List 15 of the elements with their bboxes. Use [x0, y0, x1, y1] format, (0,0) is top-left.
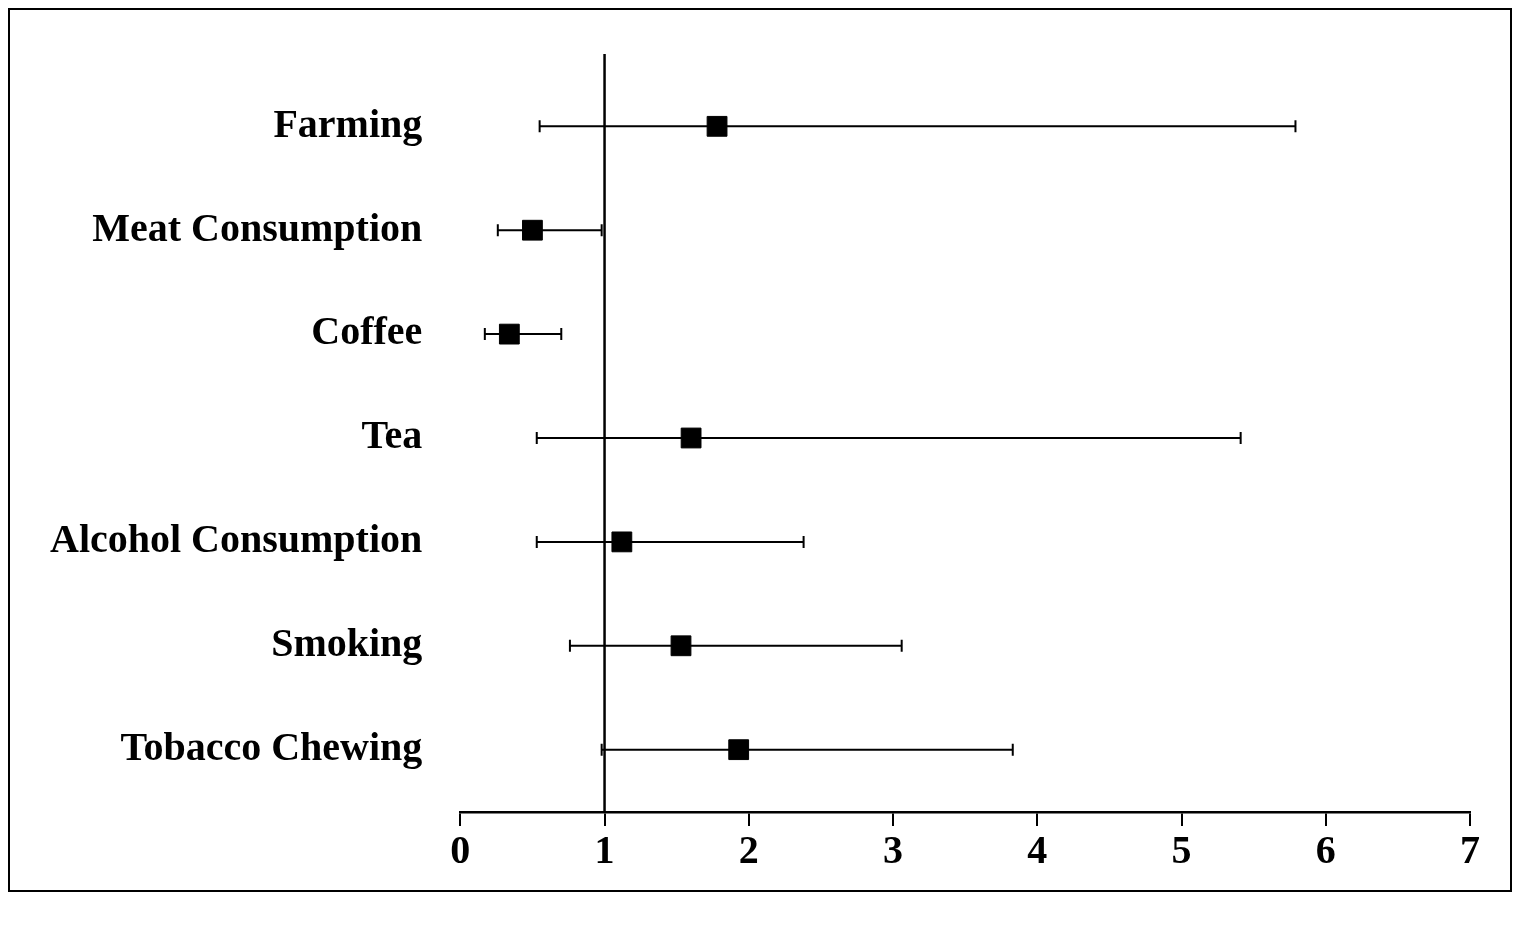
- y-tick-label: Farming: [273, 100, 423, 146]
- y-tick-label: Smoking: [271, 620, 423, 666]
- y-tick-label: Tobacco Chewing: [120, 723, 423, 769]
- x-tick-label: 5: [1171, 827, 1192, 873]
- y-tick-label: Tea: [361, 412, 423, 458]
- y-tick-label: Coffee: [311, 308, 423, 354]
- x-tick-label: 0: [450, 827, 471, 873]
- x-tick-label: 7: [1460, 827, 1480, 873]
- y-tick-label: Meat Consumption: [92, 204, 423, 250]
- x-tick-label: 4: [1027, 827, 1048, 873]
- x-tick-label: 2: [738, 827, 759, 873]
- x-tick-label: 3: [883, 827, 904, 873]
- y-tick-label: Alcohol Consumption: [49, 516, 423, 562]
- x-tick-label: 6: [1315, 827, 1336, 873]
- x-tick-label: 1: [594, 827, 615, 873]
